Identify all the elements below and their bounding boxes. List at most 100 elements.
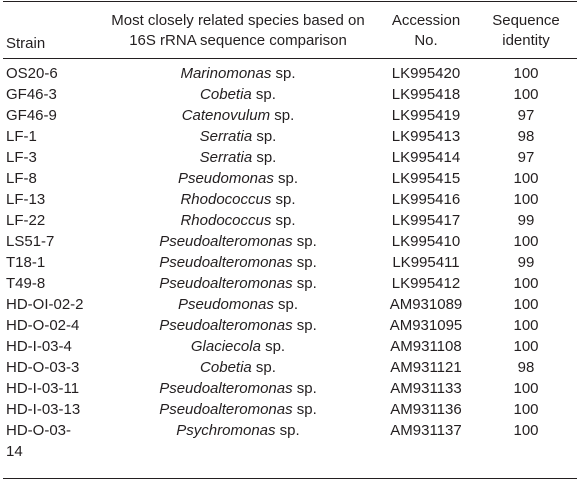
header-identity: Sequence identity [492,12,560,49]
species-cell: Glaciecola sp. [100,336,376,357]
accession-cell: LK995417 [391,212,461,229]
table-row: LF-3 Serratia sp. LK995414 97 [0,147,580,168]
table-row: T49-8 Pseudoalteromonas sp. LK995412 100 [0,273,580,294]
genus-name: Cobetia [200,86,252,103]
table-row: GF46-9 Catenovulum sp. LK995419 97 [0,105,580,126]
species-suffix: sp. [292,317,317,334]
genus-name: Marinomonas [180,65,272,82]
table-top-rule [3,1,577,2]
header-rule [3,58,577,59]
identity-cell: 100 [513,233,539,250]
identity-cell: 100 [513,380,539,397]
accession-cell: LK995412 [391,275,461,292]
table-row: HD-I-03-4 Glaciecola sp. AM931108 100 [0,336,580,357]
strain-cell: LF-3 [6,149,37,166]
table-row: HD-I-03-13 Pseudoalteromonas sp. AM931136 1… [0,399,580,420]
species-suffix: sp. [271,65,296,82]
species-cell: Pseudoalteromonas sp. [100,315,376,336]
identity-cell: 100 [513,170,539,187]
species-suffix: sp. [271,191,296,208]
identity-cell: 97 [517,107,535,124]
identity-cell: 97 [517,149,535,166]
identity-cell: 98 [517,359,535,376]
species-cell: Cobetia sp. [100,357,376,378]
genus-name: Cobetia [200,359,252,376]
species-suffix: sp. [273,296,299,313]
header-strain: Strain [6,35,46,52]
genus-name: Pseudoalteromonas [159,401,293,418]
identity-cell: 100 [513,191,539,208]
genus-name: Pseudomonas [177,170,274,187]
accession-cell: AM931095 [389,317,463,334]
species-cell: Cobetia sp. [100,84,376,105]
table-body: OS20-6 Marinomonas sp. LK995420 100 GF46-3 Co… [0,63,580,460]
table-row: GF46-3 Cobetia sp. LK995418 100 [0,84,580,105]
table-row: OS20-6 Marinomonas sp. LK995420 100 [0,63,580,84]
species-suffix: sp. [292,233,317,250]
strain-cell: HD-O-03-3 [6,359,80,376]
identity-cell: 100 [513,338,539,355]
species-suffix: sp. [271,212,296,229]
species-cell: Marinomonas sp. [100,63,376,84]
strain-cell: HD-I-03-13 [6,401,81,418]
genus-name: Serratia [199,128,253,145]
header-accession: Accession No. [391,12,461,49]
strain-cell: T18-1 [6,254,46,271]
species-suffix: sp. [252,149,277,166]
genus-name: Rhodococcus [180,191,272,208]
identity-cell: 100 [513,422,539,439]
table-row: HD-O-02-4 Pseudoalteromonas sp. AM931095 10… [0,315,580,336]
header-species: Most closely related species based on 16… [111,12,365,49]
species-suffix: sp. [292,254,317,271]
table-header: Strain Most closely related species base… [0,0,580,60]
species-cell: Serratia sp. [100,126,376,147]
species-cell: Pseudoalteromonas sp. [100,378,376,399]
strain-cell: HD-OI-02-2 [6,296,84,313]
table-row: LF-22 Rhodococcus sp. LK995417 99 [0,210,580,231]
genus-name: Psychromonas [176,422,276,439]
genus-name: Catenovulum [181,107,271,124]
species-suffix: sp. [292,275,317,292]
species-cell: Pseudoalteromonas sp. [100,399,376,420]
species-suffix: sp. [251,359,276,376]
accession-cell: AM931089 [389,296,463,313]
accession-cell: AM931108 [390,338,462,355]
species-cell: Pseudoalteromonas sp. [100,273,376,294]
strain-line: HD-O-03- [6,422,72,439]
strain-cell: HD-I-03-4 [6,338,72,355]
genus-name: Pseudoalteromonas [159,275,293,292]
strain-cell: LF-8 [6,170,37,187]
species-cell: Rhodococcus sp. [100,210,376,231]
strain-cell: HD-O-02-4 [6,317,80,334]
species-suffix: sp. [270,107,295,124]
accession-cell: LK995416 [391,191,461,208]
accession-cell: LK995411 [392,254,460,271]
species-cell: Pseudomonas sp. [100,294,376,315]
species-suffix: sp. [275,422,300,439]
accession-cell: LK995418 [391,86,461,103]
species-cell: Pseudoalteromonas sp. [100,231,376,252]
genus-name: Glaciecola [190,338,261,355]
species-cell: Serratia sp. [100,147,376,168]
identity-cell: 100 [513,86,539,103]
accession-cell: LK995419 [391,107,461,124]
species-suffix: sp. [252,128,277,145]
table-row: HD-I-03-11 Pseudoalteromonas sp. AM931133 1… [0,378,580,399]
table-row: LF-13 Rhodococcus sp. LK995416 100 [0,189,580,210]
strain-cell: OS20-6 [6,65,58,82]
table-row: HD-O-03-3 Cobetia sp. AM931121 98 [0,357,580,378]
accession-cell: LK995413 [391,128,461,145]
identity-cell: 100 [513,401,539,418]
genus-name: Pseudoalteromonas [159,380,293,397]
species-cell: Pseudomonas sp. [100,168,376,189]
strain-cell: LF-13 [6,191,46,208]
identity-cell: 100 [513,275,539,292]
genus-name: Pseudoalteromonas [159,233,293,250]
accession-cell: LK995414 [391,149,461,166]
identity-cell: 99 [517,212,535,229]
identity-cell: 100 [513,296,539,313]
table-row: HD-O-03- 14 Psychromonas sp. AM931137 100 [0,420,580,460]
species-cell: Psychromonas sp. [100,420,376,441]
strain-cell: T49-8 [6,275,46,292]
species-suffix: sp. [292,401,317,418]
